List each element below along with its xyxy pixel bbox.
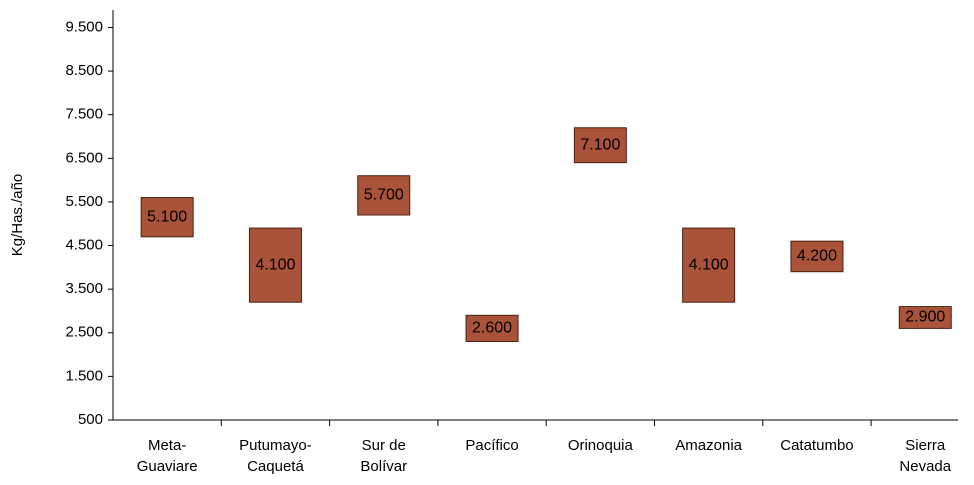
bar	[682, 227, 736, 303]
x-tick-label: Meta-Guaviare	[137, 437, 198, 475]
y-tick-label: 500	[78, 411, 103, 428]
y-tick-label: 3.500	[65, 280, 103, 297]
data-label: 7.100	[580, 136, 620, 153]
data-label: 4.100	[689, 256, 729, 273]
x-tick-label: Putumayo-Caquetá	[239, 437, 312, 475]
bar	[140, 197, 194, 238]
bar	[898, 306, 952, 329]
x-tick-label: Pacífico	[465, 437, 518, 454]
y-tick-label: 8.500	[65, 62, 103, 79]
bar	[465, 314, 519, 342]
y-tick-label: 7.500	[65, 106, 103, 123]
x-tick-label: Orinoquia	[568, 437, 634, 454]
y-axis-label: Kg/Has./año	[9, 174, 26, 257]
x-tick-label: Sierra Nevada	[899, 437, 951, 475]
x-tick-label: Amazonia	[675, 437, 742, 454]
data-label: 4.200	[797, 248, 837, 265]
data-label: 5.700	[364, 187, 404, 204]
y-tick-label: 2.500	[65, 324, 103, 341]
data-label: 2.600	[472, 320, 512, 337]
bar	[248, 227, 302, 303]
bar	[573, 127, 627, 164]
y-tick-label: 4.500	[65, 237, 103, 254]
data-label: 2.900	[905, 309, 945, 326]
y-tick-label: 6.500	[65, 149, 103, 166]
y-tick-label: 9.500	[65, 18, 103, 35]
data-label: 4.100	[255, 256, 295, 273]
bar	[357, 175, 411, 216]
bar	[790, 240, 844, 273]
data-label: 5.100	[147, 208, 187, 225]
y-tick-label: 1.500	[65, 367, 103, 384]
y-tick-label: 5.500	[65, 193, 103, 210]
x-tick-label: Catatumbo	[780, 437, 853, 454]
x-tick-label: Sur de Bolívar	[360, 437, 407, 475]
